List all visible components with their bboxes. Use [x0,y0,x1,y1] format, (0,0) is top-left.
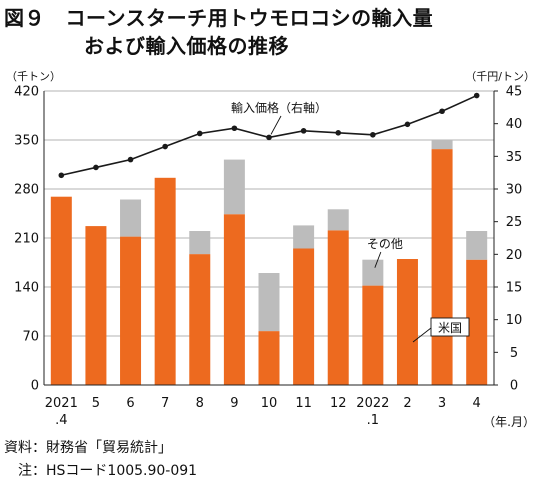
bar-us [327,230,349,385]
right-tick-label: 5 [510,346,518,361]
price-point [300,128,307,134]
x-tick-label: 2021 [45,396,78,411]
price-point [370,131,376,138]
us-annotation-leader [412,327,432,343]
footnote: 注：HSコード1005.90-091 [18,463,198,479]
bar-us [396,259,418,385]
x-tick-label: 9 [230,396,238,411]
x-tick-label: 2022 [356,396,389,411]
bar-us [466,259,488,385]
bar-other [327,209,349,231]
bar-us [85,226,107,385]
bar-us [154,177,176,385]
x-tick-label: 12 [330,396,347,411]
x-unit-label: （年.月） [483,415,535,429]
right-tick-label: 15 [506,281,523,296]
price-point [266,134,272,141]
line-annotation-leader [270,115,282,135]
source-note: 資料：財務省「貿易統計」 [4,440,172,456]
bar-other [293,225,315,249]
chart-title-line2: および輸入価格の推移 [84,34,289,58]
chart-title-line1: 図９ コーンスターチ用トウモロコシの輸入量 [4,6,434,30]
price-point [231,125,238,132]
price-point [58,172,65,179]
left-tick-label: 0 [31,379,39,394]
other-annotation-label: その他 [367,237,403,251]
left-tick-label: 140 [14,281,39,296]
price-point [439,108,445,115]
price-point [93,164,99,171]
price-point [196,130,203,137]
x-tick-label: 5 [92,396,100,411]
bar-us [120,236,142,385]
right-tick-label: 40 [506,117,523,132]
bar-us [431,149,453,385]
line-annotation-label: 輸入価格（右軸） [231,100,327,115]
other-annotation-leader [374,251,382,268]
left-unit-label: （千トン） [6,70,61,83]
bar-other [189,231,211,255]
bar-us [293,248,315,385]
right-tick-label: 35 [506,150,523,165]
x-tick-label: .1 [367,413,379,428]
bar-us [223,214,245,385]
right-tick-label: 20 [506,248,523,263]
price-point [162,143,168,150]
left-tick-label: 350 [14,134,39,149]
bar-us [50,196,72,385]
left-tick-label: 210 [14,232,39,247]
x-tick-label: 4 [473,396,481,411]
left-tick-label: 70 [22,330,39,345]
x-tick-label: .4 [55,413,67,428]
left-tick-label: 420 [14,85,39,100]
bar-other [258,273,280,332]
x-tick-label: 8 [196,396,204,411]
right-tick-label: 30 [506,183,523,198]
bar-other [223,159,245,215]
bar-other [466,231,488,260]
bar-us [362,285,384,385]
price-point [473,92,480,99]
right-unit-label: （千円/トン） [465,70,535,83]
bar-other [431,140,453,150]
right-tick-label: 45 [506,85,523,100]
price-point [335,130,342,136]
x-tick-label: 3 [438,396,446,411]
x-tick-label: 7 [161,396,169,411]
x-tick-label: 6 [126,396,134,411]
bar-us [258,331,280,385]
left-tick-label: 280 [14,183,39,198]
bar-other [362,259,384,286]
price-point [127,156,134,163]
us-annotation-label: 米国 [438,321,462,335]
us-annotation-box [430,317,470,337]
price-point [404,121,411,128]
bar-us [189,254,211,385]
x-tick-label: 11 [295,396,312,411]
x-tick-label: 2 [403,396,411,411]
bar-other [120,199,142,237]
x-tick-label: 10 [261,396,278,411]
right-tick-label: 25 [506,215,523,230]
right-tick-label: 0 [510,379,518,394]
right-tick-label: 10 [506,313,523,328]
